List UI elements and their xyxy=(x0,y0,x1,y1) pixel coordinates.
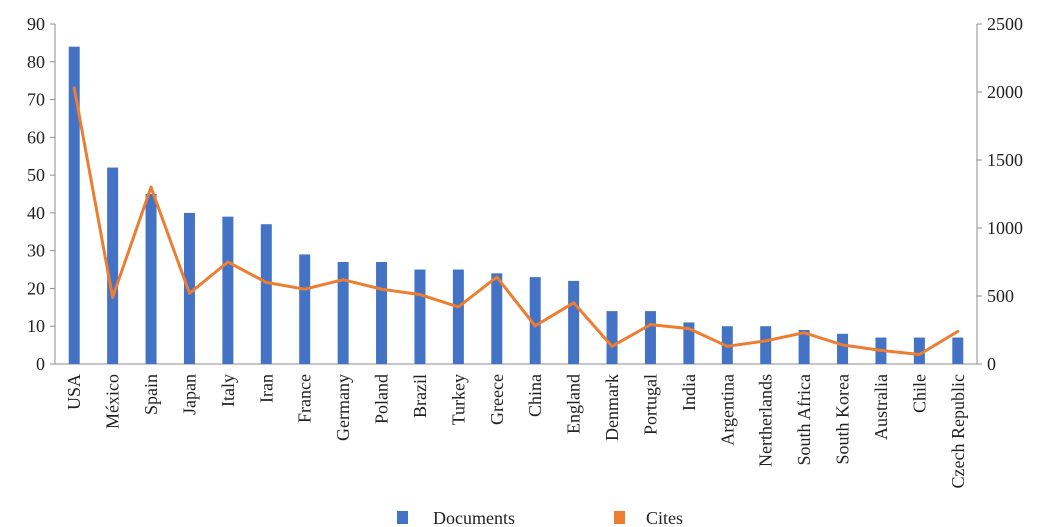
bar-documents xyxy=(107,168,118,364)
bar-documents xyxy=(952,338,963,364)
bar-documents xyxy=(645,311,656,364)
cites-point xyxy=(534,324,537,327)
category-label: India xyxy=(679,374,699,411)
cites-point xyxy=(342,278,345,281)
cites-point xyxy=(265,281,268,284)
bar-documents xyxy=(760,326,771,364)
cites-point xyxy=(380,288,383,291)
cites-point xyxy=(188,292,191,295)
cites-point xyxy=(726,345,729,348)
cites-point xyxy=(418,293,421,296)
cites-point xyxy=(572,301,575,304)
bar-documents xyxy=(338,262,349,364)
category-label: Brazil xyxy=(410,374,430,418)
bar-documents xyxy=(146,194,157,364)
category-label: Germany xyxy=(333,374,353,441)
cites-line xyxy=(74,88,958,355)
bar-documents xyxy=(607,311,618,364)
cites-point xyxy=(150,186,153,189)
cites-point xyxy=(687,327,690,330)
cites-line-group xyxy=(73,86,960,356)
cites-point xyxy=(611,345,614,348)
right-tick-label: 1500 xyxy=(987,150,1023,170)
cites-point xyxy=(226,261,229,264)
cites-point xyxy=(803,331,806,334)
left-tick-label: 70 xyxy=(27,90,45,110)
legend: Documents Cites xyxy=(397,508,683,527)
category-label: Chile xyxy=(909,374,929,413)
bar-documents xyxy=(414,270,425,364)
bar-documents xyxy=(491,273,502,364)
category-label: South Africa xyxy=(794,374,814,466)
right-axis-ticks: 0 500 1000 1500 2000 2500 xyxy=(977,14,1023,374)
left-tick-label: 10 xyxy=(27,316,45,336)
legend-swatch-documents xyxy=(397,511,408,524)
left-tick-label: 30 xyxy=(27,241,45,261)
cites-point xyxy=(956,330,959,333)
category-label: Denmark xyxy=(602,374,622,441)
cites-point xyxy=(457,305,460,308)
category-label: Turkey xyxy=(448,374,468,425)
category-label: Czech Republic xyxy=(948,374,968,488)
category-label: USA xyxy=(64,374,84,410)
category-label: China xyxy=(525,374,545,417)
cites-point xyxy=(111,296,114,299)
left-tick-label: 80 xyxy=(27,52,45,72)
left-tick-label: 20 xyxy=(27,278,45,298)
cites-point xyxy=(495,275,498,278)
category-label: England xyxy=(564,374,584,434)
cites-point xyxy=(918,353,921,356)
category-label: Spain xyxy=(141,374,161,415)
left-axis-ticks: 0 10 20 30 40 50 60 70 80 90 xyxy=(27,14,55,374)
right-tick-label: 2000 xyxy=(987,82,1023,102)
left-tick-label: 90 xyxy=(27,14,45,34)
bar-documents xyxy=(299,254,310,364)
right-tick-label: 500 xyxy=(987,286,1014,306)
bar-documents xyxy=(837,334,848,364)
bars xyxy=(69,47,964,364)
bar-documents xyxy=(222,217,233,364)
category-label: México xyxy=(103,374,123,429)
category-label: France xyxy=(295,374,315,423)
cites-point xyxy=(764,339,767,342)
cites-point xyxy=(303,288,306,291)
category-label: Australia xyxy=(871,374,891,440)
category-label: Poland xyxy=(372,374,392,424)
right-tick-label: 2500 xyxy=(987,14,1023,34)
category-labels: USA México Spain Japan Italy Iran France German… xyxy=(64,374,968,488)
cites-point xyxy=(879,349,882,352)
category-label: Japan xyxy=(179,374,199,415)
legend-swatch-cites xyxy=(614,511,625,524)
left-tick-label: 60 xyxy=(27,127,45,147)
right-tick-label: 0 xyxy=(987,354,996,374)
cites-point xyxy=(841,343,844,346)
category-label: Iran xyxy=(256,374,276,403)
legend-label-cites: Cites xyxy=(646,508,683,527)
cites-point xyxy=(73,86,76,89)
cites-point xyxy=(649,323,652,326)
bar-documents xyxy=(376,262,387,364)
bar-documents xyxy=(568,281,579,364)
category-label: Nertherlands xyxy=(756,374,776,467)
bar-documents xyxy=(261,224,272,364)
category-label: Argentina xyxy=(717,374,737,446)
category-label: Portugal xyxy=(640,374,660,435)
left-tick-label: 0 xyxy=(36,354,45,374)
category-label: Greece xyxy=(487,374,507,425)
bar-documents xyxy=(453,270,464,364)
left-tick-label: 50 xyxy=(27,165,45,185)
legend-label-documents: Documents xyxy=(433,508,515,527)
category-label: Italy xyxy=(218,374,238,407)
left-tick-label: 40 xyxy=(27,203,45,223)
category-label: South Korea xyxy=(833,374,853,464)
right-tick-label: 1000 xyxy=(987,218,1023,238)
